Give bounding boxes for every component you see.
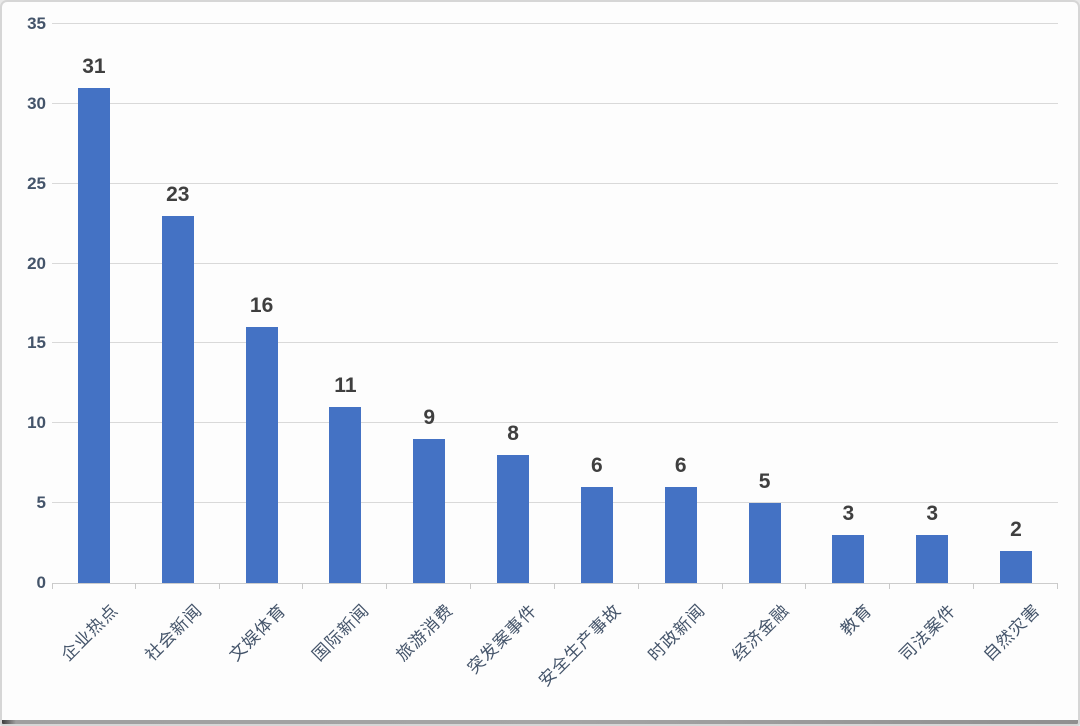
bar-value-label: 5 [758, 470, 771, 494]
bar-司法案件 [916, 535, 949, 583]
category-label: 企业热点 [57, 600, 122, 665]
category-label: 司法案件 [895, 600, 961, 665]
bar-value-label: 8 [507, 422, 519, 446]
bar-value-label: 6 [674, 454, 687, 478]
bar-chart-plot-area: 0 5 10 15 20 25 30 35 31 企业热点 23 社会新闻 16 文娱体育 11 国际新闻 9… [27, 14, 1058, 690]
bar-slot: 23 社会新闻 [136, 25, 220, 665]
bar-企业热点 [77, 87, 110, 583]
window-bottom-edge [2, 720, 1078, 724]
y-axis-tick-label: 25 [27, 173, 46, 193]
bar-slot: 8 突发案事件 [464, 25, 555, 678]
y-axis-tick-label: 30 [27, 93, 46, 113]
bar-slot: 31 企业热点 [52, 25, 136, 665]
category-label: 安全生产事故 [535, 600, 625, 691]
bar-value-label: 6 [591, 454, 603, 478]
bar-slot: 6 安全生产事故 [535, 25, 639, 690]
y-gridline [52, 502, 1058, 504]
category-label: 自然灾害 [979, 600, 1045, 665]
y-axis-tick-label: 10 [27, 413, 46, 433]
bar-文娱体育 [245, 327, 278, 583]
category-label: 时政新闻 [644, 600, 709, 665]
bar-value-label: 23 [166, 182, 190, 206]
bar-slot: 5 经济金融 [723, 25, 807, 665]
bar-value-label: 9 [423, 406, 436, 430]
category-label: 国际新闻 [309, 600, 374, 665]
bar-自然灾害 [1000, 551, 1033, 583]
category-label: 突发案事件 [463, 600, 542, 678]
y-gridline [52, 23, 1058, 24]
y-axis-tick-label: 20 [27, 253, 46, 273]
category-label: 社会新闻 [141, 600, 206, 665]
bar-时政新闻 [664, 487, 697, 583]
y-gridline [52, 262, 1058, 264]
bar-value-label: 3 [842, 502, 855, 526]
category-label: 教育 [837, 600, 877, 640]
bar-value-label: 3 [926, 502, 939, 526]
bar-slot: 3 教育 [806, 25, 891, 639]
bar-slot: 2 自然灾害 [974, 25, 1058, 665]
bar-value-label: 2 [1010, 518, 1022, 542]
bar-突发案事件 [497, 455, 530, 583]
category-label: 旅游消费 [392, 600, 458, 665]
bar-国际新闻 [329, 407, 362, 583]
bar-slot: 16 文娱体育 [220, 25, 304, 665]
category-label: 文娱体育 [225, 600, 290, 665]
y-gridline [52, 342, 1058, 344]
bar-value-label: 16 [249, 294, 274, 318]
y-axis-tick-label: 0 [36, 573, 46, 592]
y-gridline [52, 422, 1058, 424]
bar-教育 [832, 535, 865, 583]
y-axis-tick-label: 5 [36, 493, 46, 513]
bar-社会新闻 [161, 215, 194, 583]
bar-value-label: 31 [82, 54, 106, 78]
y-axis-tick-label: 15 [27, 333, 46, 353]
y-gridline [52, 182, 1058, 184]
bar-旅游消费 [413, 439, 446, 583]
y-gridline [52, 102, 1058, 104]
bar-slot: 9 旅游消费 [387, 25, 471, 665]
bar-经济金融 [748, 503, 781, 583]
bars-row: 31 企业热点 23 社会新闻 16 文娱体育 11 国际新闻 9 旅游消费 8 突发案事件 6 安全生产… [52, 25, 1058, 690]
category-label: 经济金融 [728, 600, 793, 665]
bar-slot: 11 国际新闻 [303, 25, 388, 665]
bar-slot: 3 司法案件 [890, 25, 974, 665]
y-axis-tick-label: 35 [27, 14, 46, 33]
bar-安全生产事故 [580, 487, 613, 583]
bar-value-label: 11 [334, 374, 357, 398]
bar-slot: 6 时政新闻 [639, 25, 723, 665]
